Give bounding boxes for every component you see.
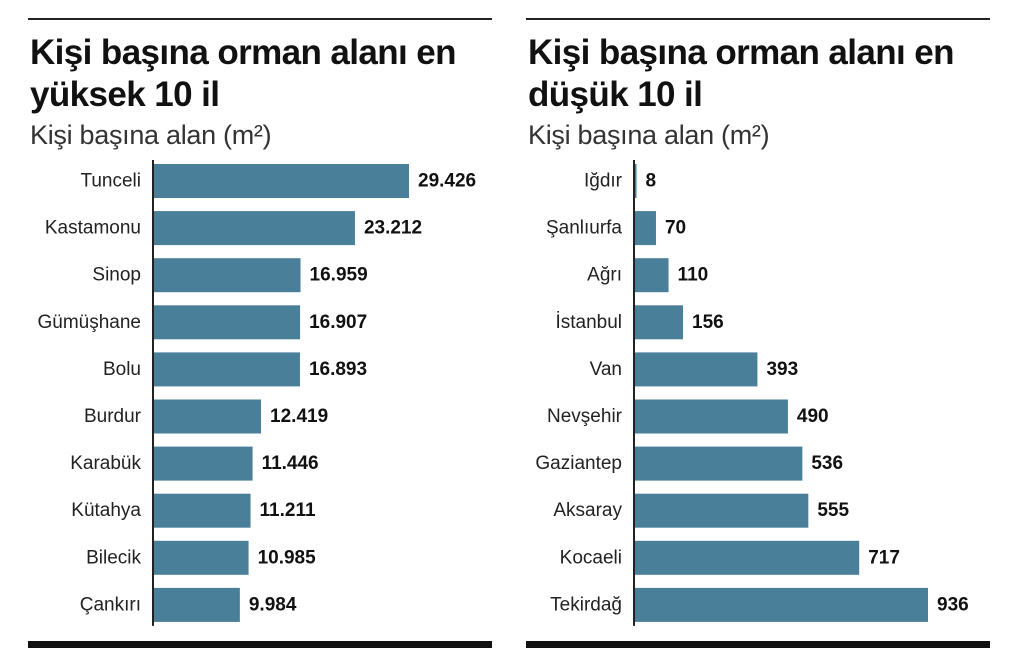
bar (634, 587, 928, 622)
category-label: Tunceli (80, 171, 141, 192)
bar (634, 352, 758, 387)
top-rule (526, 18, 990, 20)
category-label: Ağrı (587, 265, 622, 286)
bar (153, 305, 301, 340)
category-label: İstanbul (555, 312, 622, 333)
value-label: 29.426 (418, 171, 476, 192)
bar (153, 399, 262, 434)
bar (153, 211, 355, 246)
bar (153, 493, 251, 528)
category-label: Tekirdağ (550, 594, 622, 615)
chart-title: Kişi başına orman alanı en düşük 10 il (528, 33, 955, 114)
category-label: Burdur (84, 406, 142, 427)
bar (634, 493, 809, 528)
category-label: Kütahya (71, 500, 141, 521)
category-label: Şanlıurfa (546, 218, 622, 239)
value-label: 11.446 (262, 453, 319, 474)
bottom-rule (526, 641, 990, 648)
value-label: 8 (646, 171, 657, 192)
category-label: Kastamonu (45, 218, 141, 239)
category-label: Çankırı (80, 594, 141, 615)
bar (634, 164, 637, 198)
value-label: 12.419 (270, 406, 328, 427)
value-label: 393 (766, 359, 798, 380)
chart-panel-lowest: Kişi başına orman alanı en düşük 10 il K… (526, 0, 990, 664)
value-label: 16.893 (309, 359, 367, 380)
value-label: 536 (811, 453, 843, 474)
value-label: 717 (868, 547, 900, 568)
category-label: Kocaeli (560, 547, 622, 568)
category-label: Gaziantep (535, 453, 622, 474)
bar (634, 399, 788, 434)
value-label: 70 (665, 218, 686, 239)
chart-subtitle: Kişi başına alan (m²) (528, 120, 770, 150)
category-label: Iğdır (584, 171, 623, 192)
bar (153, 258, 301, 293)
value-label: 936 (937, 594, 969, 615)
chart-title: Kişi başına orman alanı en yüksek 10 il (30, 33, 457, 114)
bar-chart-lowest: Iğdır 8 Şanlıurfa 70 Ağrı 110 İstanbul 156 Van 39… (535, 160, 969, 626)
value-label: 110 (678, 265, 709, 286)
value-label: 490 (797, 406, 829, 427)
value-label: 16.907 (309, 312, 367, 333)
value-label: 555 (817, 500, 849, 521)
bar (153, 352, 300, 387)
bar (153, 164, 409, 198)
bar (634, 258, 669, 293)
bar (153, 540, 249, 575)
category-label: Gümüşhane (37, 312, 141, 333)
top-rule (28, 18, 492, 20)
bar (634, 305, 683, 340)
chart-subtitle: Kişi başına alan (m²) (30, 120, 272, 150)
value-label: 23.212 (364, 218, 422, 239)
category-label: Nevşehir (547, 406, 623, 427)
bar-chart-highest: Tunceli 29.426 Kastamonu 23.212 Sinop 16.959 G… (37, 160, 476, 626)
value-label: 156 (692, 312, 724, 333)
category-label: Karabük (70, 453, 141, 474)
category-label: Bolu (103, 359, 141, 380)
value-label: 11.211 (260, 500, 316, 521)
bar (634, 211, 656, 246)
bar (153, 446, 253, 481)
bar (634, 540, 860, 575)
bottom-rule (28, 641, 492, 648)
value-label: 10.985 (258, 547, 317, 568)
category-label: Bilecik (86, 547, 141, 568)
bar (634, 446, 803, 481)
value-label: 9.984 (249, 594, 297, 615)
bar (153, 587, 240, 622)
category-label: Aksaray (553, 500, 622, 521)
value-label: 16.959 (310, 265, 368, 286)
category-label: Sinop (92, 265, 141, 286)
chart-panel-highest: Kişi başına orman alanı en yüksek 10 il … (28, 0, 492, 664)
category-label: Van (590, 359, 622, 380)
